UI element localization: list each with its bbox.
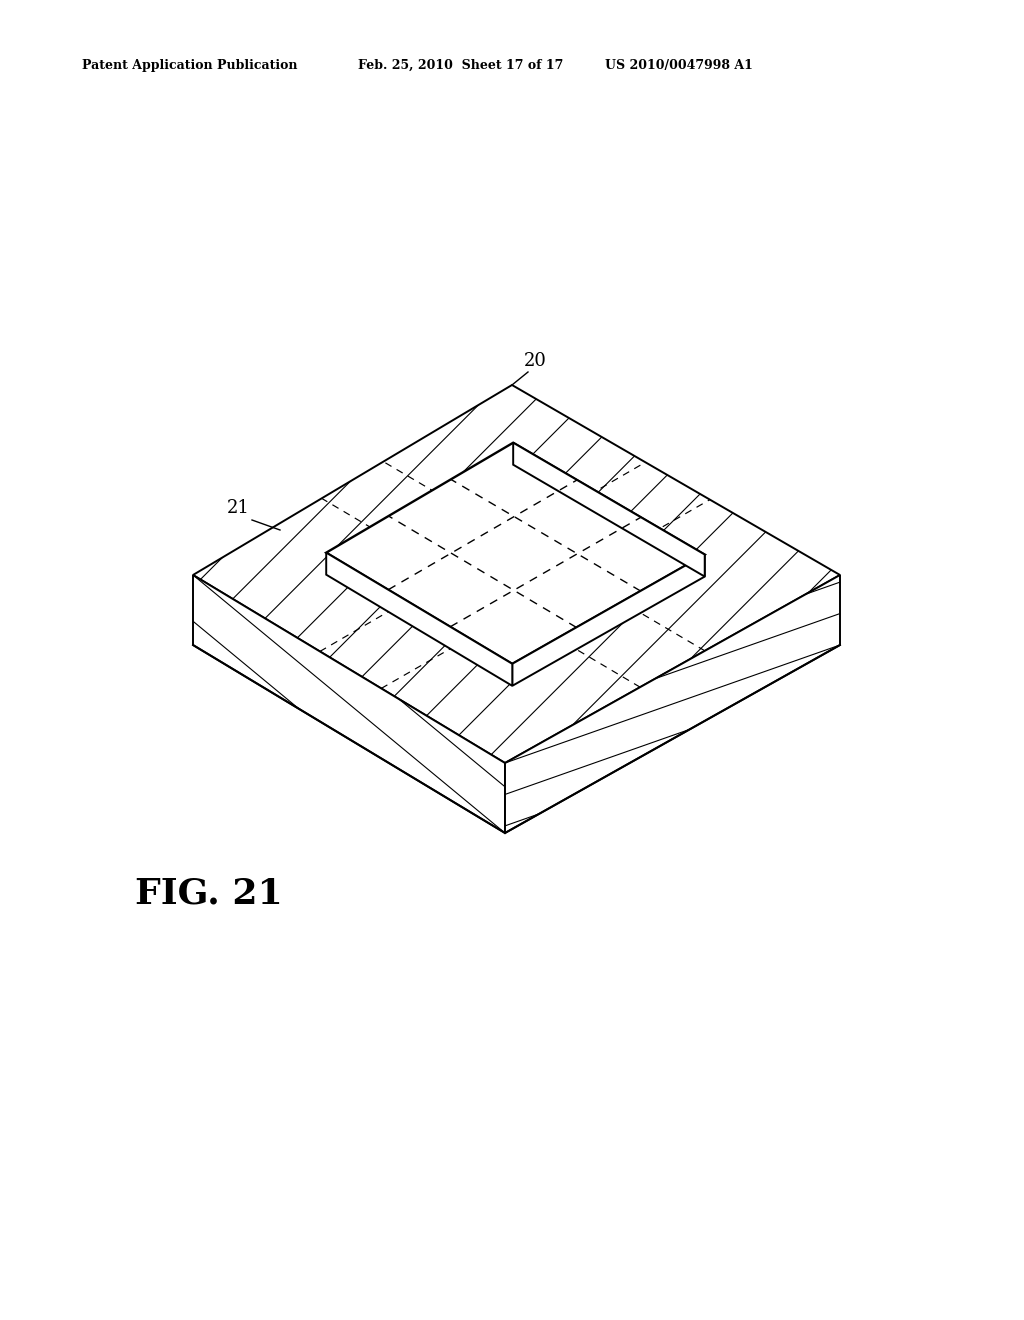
Polygon shape [505,576,840,833]
Text: US 2010/0047998 A1: US 2010/0047998 A1 [605,58,753,71]
Polygon shape [193,385,840,763]
Polygon shape [193,576,505,833]
Text: 20: 20 [523,352,547,370]
Text: Feb. 25, 2010  Sheet 17 of 17: Feb. 25, 2010 Sheet 17 of 17 [358,58,563,71]
Polygon shape [327,442,705,664]
Polygon shape [513,442,705,577]
Text: FIG. 21: FIG. 21 [135,876,283,909]
Polygon shape [327,553,512,686]
Text: 21: 21 [226,499,250,517]
Polygon shape [512,554,705,686]
Text: Patent Application Publication: Patent Application Publication [82,58,298,71]
